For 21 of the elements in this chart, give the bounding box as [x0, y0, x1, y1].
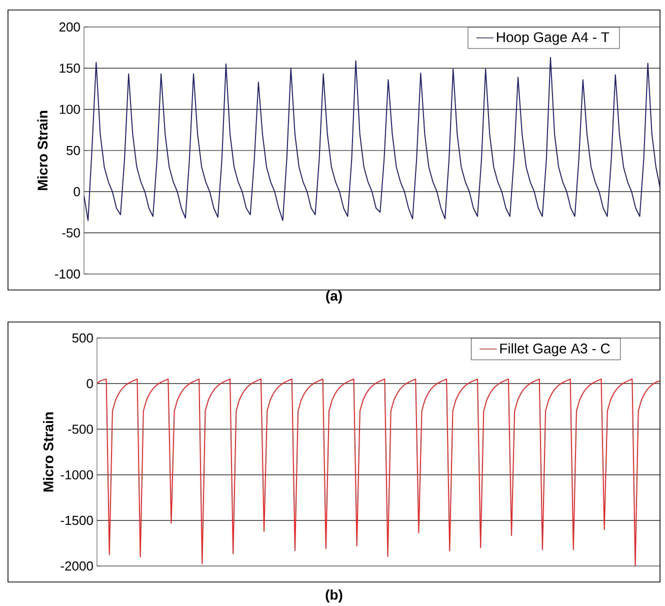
- legend-label: Fillet Gage A3 - C: [500, 343, 610, 356]
- y-tick-label: 200: [59, 22, 80, 32]
- y-tick-label: 0: [74, 187, 80, 196]
- y-tick-label: 100: [60, 104, 80, 114]
- y-tick-label: 500: [72, 333, 93, 343]
- y-tick-label: 50: [66, 146, 80, 156]
- y-tick-label: -1000: [60, 470, 93, 480]
- y-tick-label: -100: [55, 269, 80, 279]
- y-tick-label: -1500: [60, 516, 93, 525]
- y-tick-label: 0: [86, 378, 93, 388]
- y-tick-label: -50: [62, 228, 80, 238]
- y-tick-label: 150: [60, 64, 80, 73]
- legend-label: Hoop Gage A4 - T: [497, 32, 610, 45]
- y-axis-title: Micro Strain: [43, 412, 54, 492]
- y-axis-title: Micro Strain: [37, 110, 48, 190]
- y-tick-label: -500: [68, 424, 93, 434]
- text: (a): [326, 290, 342, 304]
- y-tick-label: -2000: [60, 561, 93, 571]
- line-series: [84, 56, 660, 221]
- line-series: [97, 378, 660, 566]
- text: (b): [326, 589, 342, 603]
